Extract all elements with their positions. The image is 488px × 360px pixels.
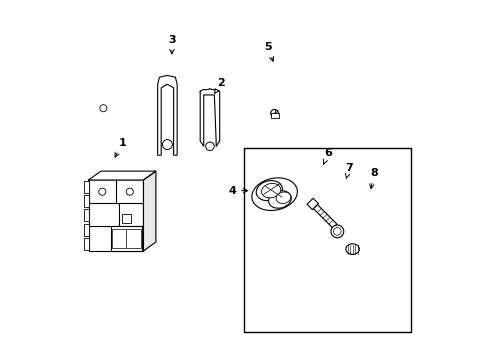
Polygon shape — [143, 171, 156, 251]
Text: 8: 8 — [369, 168, 377, 189]
Circle shape — [100, 105, 107, 112]
Polygon shape — [313, 204, 336, 228]
Circle shape — [99, 188, 105, 195]
Ellipse shape — [268, 191, 291, 208]
Bar — [110, 226, 142, 251]
Text: 6: 6 — [323, 148, 331, 164]
Ellipse shape — [276, 192, 290, 203]
Circle shape — [205, 142, 214, 150]
Ellipse shape — [345, 244, 359, 255]
Text: 7: 7 — [345, 163, 352, 178]
Text: 4: 4 — [228, 186, 247, 195]
Bar — [84, 181, 88, 193]
Bar — [270, 113, 278, 118]
Ellipse shape — [270, 109, 278, 117]
Ellipse shape — [261, 183, 280, 198]
Text: 5: 5 — [263, 42, 273, 61]
Bar — [112, 229, 141, 248]
Circle shape — [162, 140, 172, 149]
Ellipse shape — [256, 181, 282, 201]
Bar — [244, 148, 410, 332]
Polygon shape — [157, 76, 177, 155]
Bar — [84, 238, 88, 250]
Bar — [84, 210, 88, 221]
Polygon shape — [200, 89, 219, 146]
Circle shape — [333, 228, 341, 235]
Circle shape — [330, 225, 343, 238]
Polygon shape — [306, 198, 318, 210]
Bar — [84, 195, 88, 207]
Text: 1: 1 — [115, 138, 126, 157]
Bar — [84, 224, 88, 236]
Text: 2: 2 — [214, 77, 225, 94]
Circle shape — [126, 188, 133, 195]
Text: 3: 3 — [168, 35, 175, 54]
Bar — [88, 180, 143, 251]
Bar — [122, 214, 131, 222]
Polygon shape — [88, 171, 156, 180]
Ellipse shape — [251, 178, 297, 211]
